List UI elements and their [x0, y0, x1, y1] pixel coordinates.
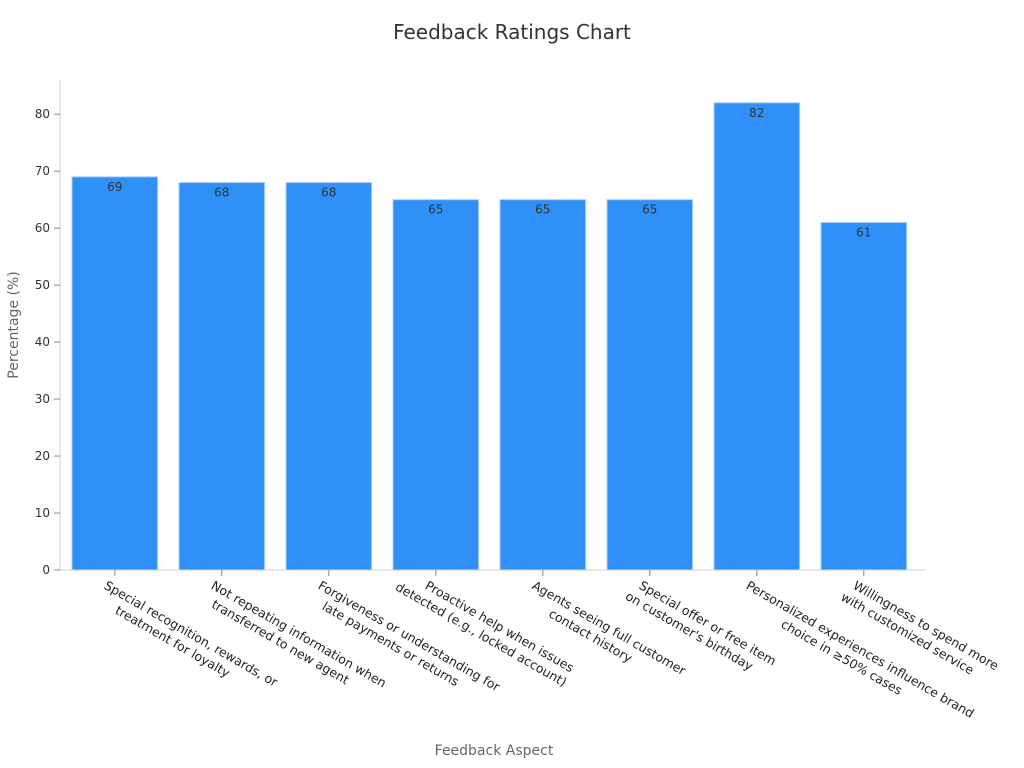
data-label: 65 — [535, 203, 550, 217]
x-tick-label: Not repeating information whentransferre… — [201, 578, 390, 705]
y-tick-label: 0 — [42, 563, 50, 577]
data-label: 68 — [214, 186, 229, 200]
bar — [285, 182, 373, 571]
bar — [499, 199, 587, 571]
bar — [820, 221, 908, 571]
data-label: 82 — [749, 106, 764, 120]
bar — [178, 182, 266, 571]
data-label: 68 — [321, 186, 336, 200]
data-label: 65 — [428, 203, 443, 217]
bar — [71, 176, 159, 571]
y-tick-label: 80 — [35, 107, 50, 121]
bars-group: 69 68 68 65 65 65 82 61 — [71, 102, 908, 571]
x-axis: Special recognition, rewards, ortreatmen… — [60, 569, 1002, 721]
bar — [606, 199, 694, 571]
y-tick-label: 20 — [35, 449, 50, 463]
y-tick-label: 30 — [35, 392, 50, 406]
y-axis-title: Percentage (%) — [6, 271, 22, 378]
y-tick-label: 60 — [35, 221, 50, 235]
bar — [713, 102, 801, 571]
y-tick-label: 10 — [35, 506, 50, 520]
x-tick-label: Special recognition, rewards, ortreatmen… — [94, 578, 282, 704]
data-label: 65 — [642, 203, 657, 217]
bar — [392, 199, 480, 571]
y-tick-label: 40 — [35, 335, 50, 349]
data-label: 61 — [856, 225, 871, 239]
chart-title: Feedback Ratings Chart — [393, 20, 631, 44]
y-axis: 0 10 20 30 40 50 60 70 80 — [35, 80, 61, 577]
data-label: 69 — [107, 180, 122, 194]
y-tick-label: 70 — [35, 164, 50, 178]
y-tick-label: 50 — [35, 278, 50, 292]
x-axis-title: Feedback Aspect — [435, 743, 554, 759]
